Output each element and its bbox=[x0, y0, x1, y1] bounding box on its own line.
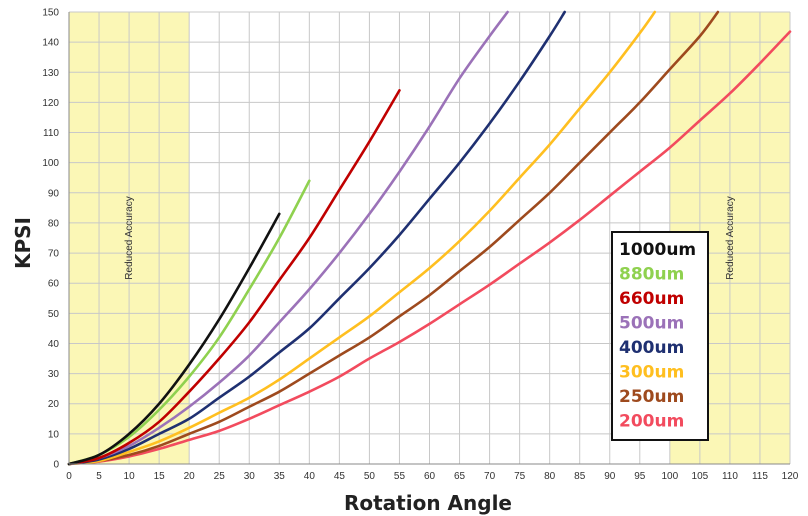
series-line-300um bbox=[67, 10, 657, 466]
x-tick-label: 80 bbox=[544, 471, 556, 482]
shaded-region-label-1: Reduced Accuracy bbox=[124, 196, 135, 279]
series-line-500um bbox=[67, 10, 509, 466]
series-line-1000um bbox=[67, 212, 281, 466]
y-tick-label: 70 bbox=[48, 249, 60, 260]
y-tick-label: 10 bbox=[48, 429, 60, 440]
x-tick-label: 120 bbox=[782, 471, 799, 482]
legend-entry-880um: 880um bbox=[619, 265, 684, 285]
x-tick-label: 90 bbox=[604, 471, 616, 482]
shaded-region-label-2: Reduced Accuracy bbox=[725, 196, 736, 279]
legend-entry-200um: 200um bbox=[619, 412, 684, 432]
y-tick-label: 50 bbox=[48, 309, 60, 320]
x-tick-label: 15 bbox=[154, 471, 166, 482]
legend-box bbox=[611, 231, 709, 441]
x-tick-label: 0 bbox=[66, 471, 72, 482]
x-tick-label: 70 bbox=[484, 471, 496, 482]
x-tick-label: 25 bbox=[214, 471, 226, 482]
shaded-region-labels: Reduced Accuracy Reduced Accuracy bbox=[124, 196, 736, 279]
y-tick-label: 30 bbox=[48, 369, 60, 380]
y-tick-label: 140 bbox=[42, 38, 59, 49]
x-tick-label: 45 bbox=[334, 471, 346, 482]
y-tick-label: 120 bbox=[42, 98, 59, 109]
y-tick-label: 20 bbox=[48, 399, 60, 410]
x-tick-label: 105 bbox=[692, 471, 709, 482]
x-tick-label: 65 bbox=[454, 471, 466, 482]
legend-entry-1000um: 1000um bbox=[619, 240, 696, 260]
x-axis-title: Rotation Angle bbox=[344, 491, 512, 515]
y-tick-label: 40 bbox=[48, 339, 60, 350]
x-tick-label: 85 bbox=[574, 471, 586, 482]
series-line-400um bbox=[67, 10, 566, 466]
x-tick-label: 95 bbox=[634, 471, 646, 482]
y-tick-label: 90 bbox=[48, 188, 60, 199]
x-tick-label: 30 bbox=[244, 471, 256, 482]
x-tick-label: 50 bbox=[364, 471, 376, 482]
y-axis-title: KPSI bbox=[11, 217, 35, 269]
legend-entry-300um: 300um bbox=[619, 363, 684, 383]
x-tick-label: 10 bbox=[124, 471, 136, 482]
series-line-200um bbox=[67, 30, 792, 466]
x-tick-label: 100 bbox=[661, 471, 678, 482]
series-line-250um bbox=[67, 10, 720, 466]
axes bbox=[68, 12, 790, 465]
y-tick-label: 0 bbox=[53, 460, 59, 471]
y-tick-label: 110 bbox=[43, 128, 59, 139]
legend-entry-400um: 400um bbox=[619, 338, 684, 358]
x-tick-label: 35 bbox=[274, 471, 286, 482]
legend-entry-660um: 660um bbox=[619, 289, 684, 309]
x-tick-label: 110 bbox=[722, 471, 738, 482]
legend: 1000um 880um 660um 500um 400um 300um 250um 200u… bbox=[611, 231, 709, 441]
x-tick-label: 75 bbox=[514, 471, 526, 482]
y-tick-label: 150 bbox=[42, 8, 59, 19]
legend-entry-500um: 500um bbox=[619, 314, 684, 334]
series-lines bbox=[67, 10, 792, 466]
x-tick-label: 20 bbox=[184, 471, 196, 482]
x-tick-label: 40 bbox=[304, 471, 316, 482]
series-line-660um bbox=[67, 89, 401, 466]
tick-labels: 0 5 10 15 20 25 30 35 40 45 50 55 60 65 70 75 80 85 90 95 10… bbox=[42, 8, 798, 483]
x-tick-label: 55 bbox=[394, 471, 406, 482]
legend-entry-250um: 250um bbox=[619, 387, 684, 407]
x-tick-label: 115 bbox=[752, 471, 768, 482]
x-tick-label: 5 bbox=[96, 471, 102, 482]
y-tick-label: 100 bbox=[42, 158, 59, 169]
y-tick-label: 80 bbox=[48, 218, 60, 229]
y-tick-label: 60 bbox=[48, 279, 60, 290]
x-tick-label: 60 bbox=[424, 471, 436, 482]
y-tick-label: 130 bbox=[42, 68, 59, 79]
